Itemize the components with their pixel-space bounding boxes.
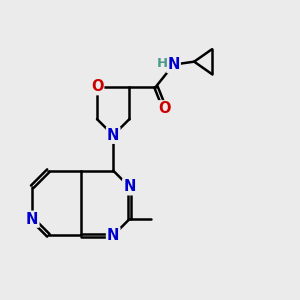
Text: N: N bbox=[123, 179, 136, 194]
Text: N: N bbox=[26, 212, 38, 227]
Text: O: O bbox=[91, 79, 103, 94]
Text: N: N bbox=[107, 128, 119, 143]
Text: N: N bbox=[107, 228, 119, 243]
Text: O: O bbox=[158, 101, 171, 116]
Text: H: H bbox=[157, 57, 168, 70]
Text: N: N bbox=[167, 57, 180, 72]
